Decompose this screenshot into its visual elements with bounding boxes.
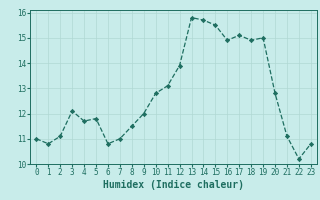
- X-axis label: Humidex (Indice chaleur): Humidex (Indice chaleur): [103, 180, 244, 190]
